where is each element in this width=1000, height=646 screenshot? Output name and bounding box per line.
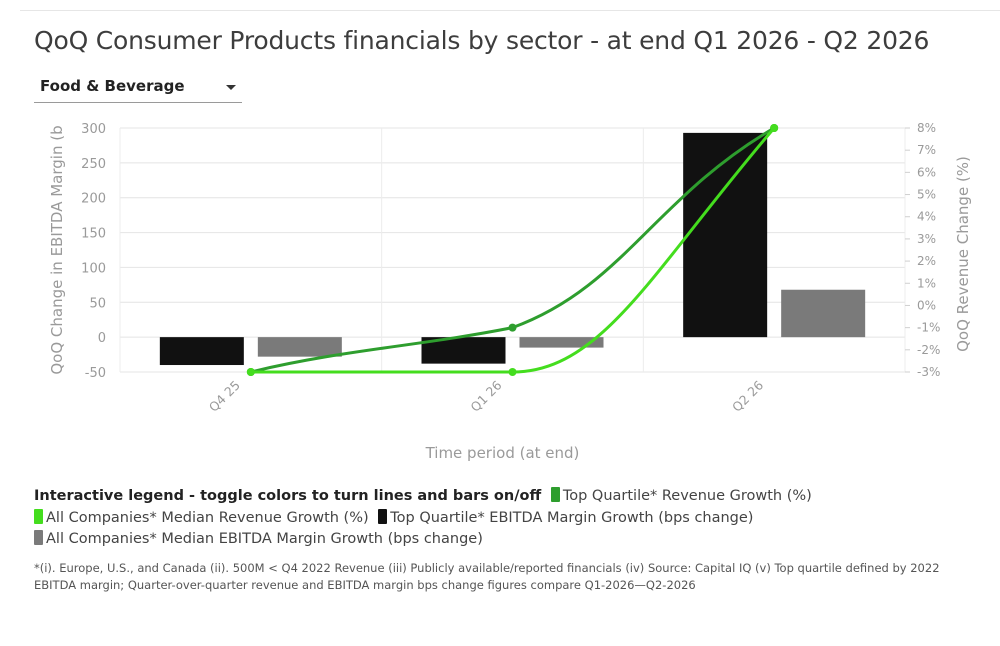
- legend-item-top-quartile-revenue[interactable]: Top Quartile* Revenue Growth (%): [546, 487, 812, 504]
- y-right-tick-label: 8%: [917, 121, 936, 135]
- y-left-tick-label: 0: [98, 331, 106, 346]
- y-right-tick-label: 2%: [917, 254, 936, 268]
- y-right-tick-label: 7%: [917, 143, 936, 157]
- bar-median-ebitda: [781, 289, 866, 338]
- y-right-tick-label: 3%: [917, 232, 936, 246]
- y-left-axis-label: QoQ Change in EBITDA Margin (b: [48, 125, 66, 374]
- x-axis-label: Time period (at end): [425, 444, 580, 462]
- y-left-tick-label: 50: [89, 296, 106, 311]
- y-right-tick-label: -1%: [917, 321, 940, 335]
- combo-chart: -50 0 50 100 150 200 250 300 -3% -2% -1% 0% 1% 2% 3% 4%…: [48, 121, 972, 462]
- legend-title: Interactive legend - toggle colors to tu…: [34, 488, 542, 504]
- y-left-tick-label: 100: [81, 261, 106, 276]
- chevron-down-icon: [226, 85, 236, 90]
- legend-item-median-ebitda[interactable]: All Companies* Median EBITDA Margin Grow…: [34, 530, 483, 547]
- x-tick-label: Q2 26: [729, 377, 766, 414]
- footnote: *(i). Europe, U.S., and Canada (ii). 500…: [34, 561, 940, 592]
- y-right-tick-label: 1%: [917, 276, 936, 290]
- sector-dropdown-value: Food & Beverage: [40, 77, 185, 95]
- y-left-tick-label: 200: [81, 192, 106, 207]
- y-right-tick-label: 4%: [917, 210, 936, 224]
- legend-swatch: [34, 530, 43, 545]
- y-left-tick-label: -50: [85, 366, 106, 381]
- legend-item-top-quartile-ebitda[interactable]: Top Quartile* EBITDA Margin Growth (bps …: [373, 508, 753, 526]
- point-median-revenue: [246, 368, 255, 376]
- point-median-revenue: [770, 124, 779, 132]
- page-title: QoQ Consumer Products financials by sect…: [34, 26, 930, 55]
- x-tick-label: Q4 25: [206, 378, 243, 415]
- y-left-tick-label: 250: [81, 157, 106, 172]
- y-right-tick-label: -2%: [917, 343, 940, 357]
- interactive-legend: Interactive legend - toggle colors to tu…: [34, 486, 854, 551]
- bar-median-ebitda: [257, 337, 342, 357]
- y-right-axis-label: QoQ Revenue Change (%): [954, 156, 972, 352]
- line-median-revenue: [249, 126, 776, 374]
- y-left-tick-label: 150: [81, 227, 106, 242]
- y-right-tick-label: 5%: [917, 188, 936, 202]
- y-left-tick-label: 300: [81, 122, 106, 137]
- top-divider: [20, 10, 1000, 11]
- x-tick-label: Q1 26: [467, 377, 504, 414]
- legend-swatch: [550, 487, 560, 502]
- bar-top-quartile-ebitda: [159, 337, 244, 366]
- sector-dropdown[interactable]: Food & Beverage: [34, 74, 242, 103]
- point-median-revenue: [508, 368, 517, 376]
- legend-swatch: [34, 508, 43, 524]
- legend-swatch: [378, 508, 388, 524]
- point-top-quartile-revenue: [508, 323, 517, 332]
- legend-item-median-revenue[interactable]: All Companies* Median Revenue Growth (%): [34, 508, 369, 526]
- y-right-tick-label: 0%: [917, 298, 936, 312]
- bar-top-quartile-ebitda: [683, 132, 768, 338]
- y-right-tick-label: -3%: [917, 365, 940, 379]
- y-right-tick-label: 6%: [917, 165, 936, 179]
- bar-median-ebitda: [519, 337, 604, 348]
